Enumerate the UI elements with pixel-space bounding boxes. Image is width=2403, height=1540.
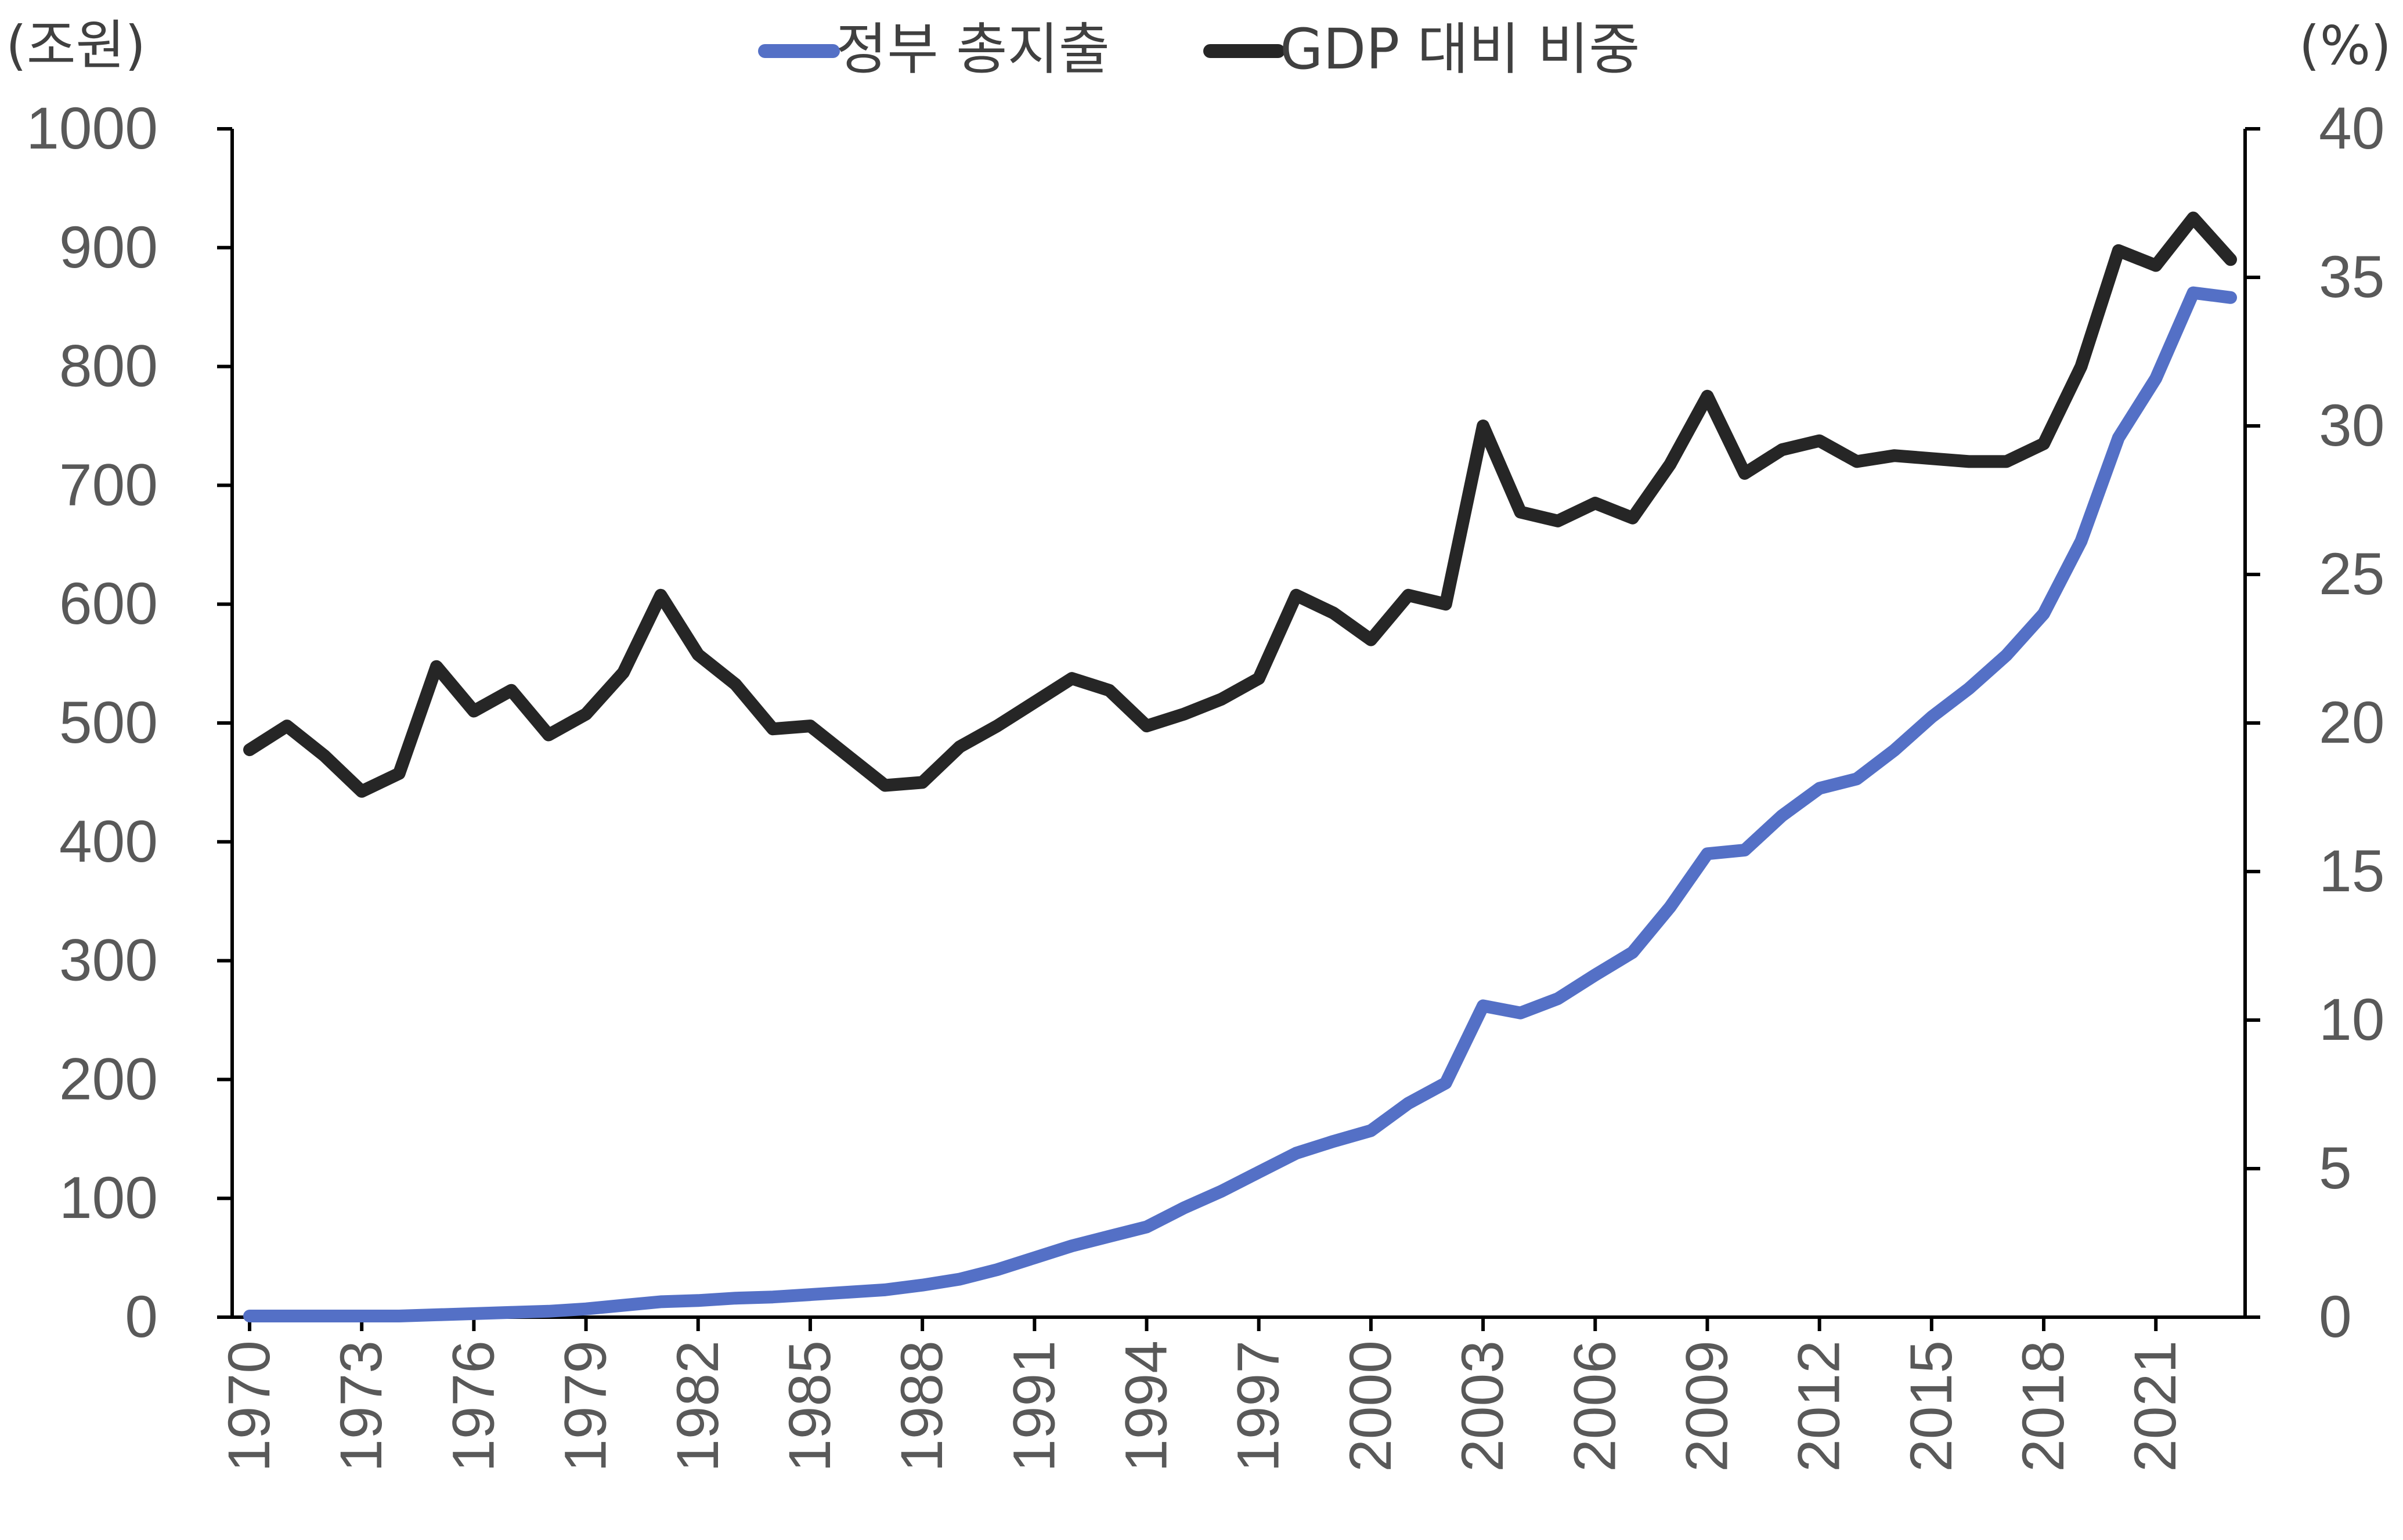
left-tick-label: 900 <box>59 214 158 280</box>
x-tick-label: 1979 <box>553 1340 619 1472</box>
right-tick-label: 10 <box>2319 986 2384 1053</box>
x-ticks: 1970 1973 1976 1979 1982 1985 1988 1991 1994 1997… <box>216 1317 2188 1472</box>
x-tick-label: 1991 <box>1001 1340 1067 1472</box>
left-y-ticks: 0 100 200 300 400 500 600 700 800 900 1000 <box>26 95 232 1350</box>
legend-label-total-spending: 정부 총지출 <box>836 17 1110 82</box>
x-tick-label: 2006 <box>1561 1340 1628 1472</box>
legend-label-gdp-ratio: GDP 대비 비중 <box>1280 17 1640 82</box>
series-line-total-spending <box>243 286 2237 1322</box>
x-tick-label: 1982 <box>665 1340 731 1472</box>
left-tick-label: 1000 <box>26 95 158 161</box>
left-axis-unit: (조원) <box>6 15 146 77</box>
right-tick-label: 40 <box>2319 95 2384 161</box>
left-tick-label: 300 <box>59 927 158 993</box>
x-tick-label: 2009 <box>1673 1340 1740 1472</box>
right-tick-label: 30 <box>2319 392 2384 458</box>
left-tick-label: 200 <box>59 1046 158 1112</box>
series-lines <box>243 211 2237 1322</box>
x-tick-label: 1988 <box>889 1340 955 1472</box>
left-tick-label: 600 <box>59 570 158 637</box>
right-tick-label: 35 <box>2319 244 2384 310</box>
x-tick-label: 1997 <box>1225 1340 1291 1472</box>
left-tick-label: 100 <box>59 1165 158 1231</box>
left-tick-label: 0 <box>125 1284 158 1350</box>
legend: 정부 총지출 GDP 대비 비중 <box>758 17 1640 82</box>
right-axis-unit: (%) <box>2299 15 2391 77</box>
x-tick-label: 1985 <box>777 1340 843 1472</box>
x-tick-label: 2018 <box>2010 1340 2076 1472</box>
right-tick-label: 5 <box>2319 1135 2352 1201</box>
left-tick-label: 800 <box>59 333 158 399</box>
x-tick-label: 2015 <box>1898 1340 1964 1472</box>
left-tick-label: 400 <box>59 808 158 874</box>
right-y-ticks: 0 5 10 15 20 25 30 35 40 <box>2245 95 2384 1350</box>
left-tick-label: 700 <box>59 451 158 518</box>
x-tick-label: 2021 <box>2122 1340 2188 1472</box>
series-line-gdp-ratio <box>243 211 2237 798</box>
right-tick-label: 0 <box>2319 1284 2352 1350</box>
x-tick-label: 1976 <box>440 1340 506 1472</box>
x-tick-label: 2000 <box>1337 1340 1403 1472</box>
x-tick-label: 2012 <box>1786 1340 1852 1472</box>
plot-area: 0 100 200 300 400 500 600 700 800 900 1000 0 5 10 15 2… <box>26 95 2384 1472</box>
right-tick-label: 20 <box>2319 689 2384 755</box>
x-tick-label: 1973 <box>328 1340 394 1472</box>
left-tick-label: 500 <box>59 689 158 755</box>
x-tick-label: 1970 <box>216 1340 282 1472</box>
right-tick-label: 15 <box>2319 838 2384 904</box>
right-tick-label: 25 <box>2319 541 2384 607</box>
x-tick-label: 2003 <box>1449 1340 1516 1472</box>
x-tick-label: 1994 <box>1113 1340 1179 1472</box>
